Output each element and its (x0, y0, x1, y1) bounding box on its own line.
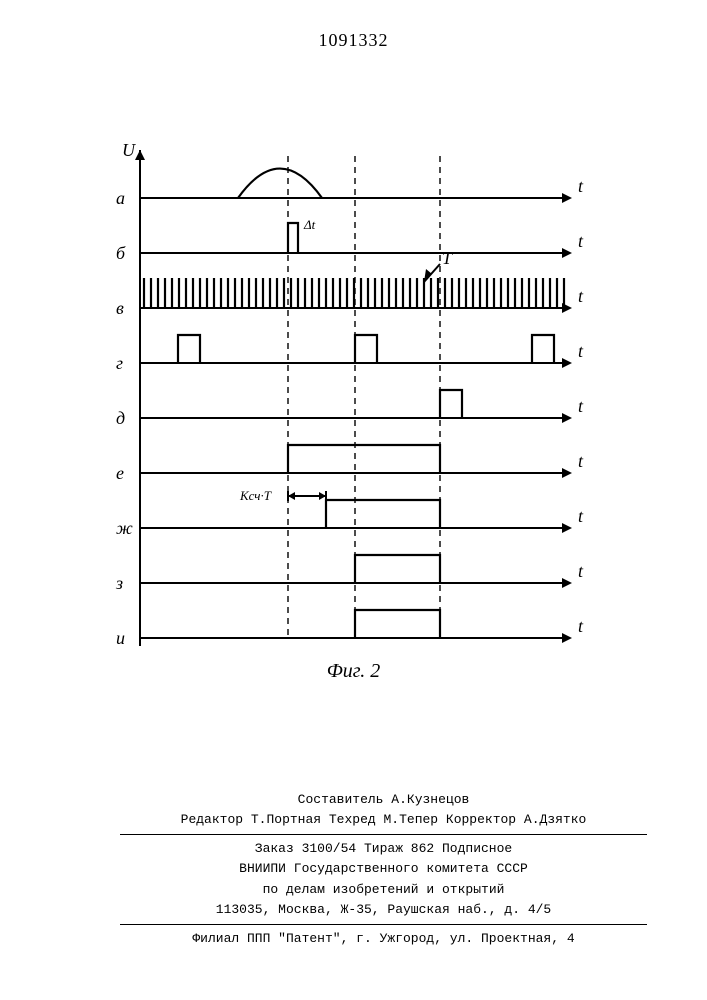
svg-text:а: а (116, 188, 125, 208)
svg-text:е: е (116, 463, 124, 483)
svg-text:Kсч·T: Kсч·T (239, 488, 272, 503)
svg-text:з: з (115, 573, 123, 593)
svg-text:t: t (578, 286, 584, 306)
svg-text:t: t (578, 231, 584, 251)
svg-text:в: в (116, 298, 124, 318)
figure-caption: Фиг. 2 (0, 660, 707, 683)
svg-text:U: U (122, 140, 136, 160)
divider (120, 924, 647, 925)
colophon-line: Редактор Т.Портная Техред М.Тепер Коррек… (120, 810, 647, 830)
svg-text:б: б (116, 243, 126, 263)
svg-text:г: г (116, 353, 123, 373)
svg-text:д: д (116, 408, 125, 428)
colophon-line: 113035, Москва, Ж-35, Раушская наб., д. … (120, 900, 647, 920)
colophon-line: Составитель А.Кузнецов (120, 790, 647, 810)
svg-text:ж: ж (116, 518, 133, 538)
colophon-line: Заказ 3100/54 Тираж 862 Подписное (120, 839, 647, 859)
colophon-line: ВНИИПИ Государственного комитета СССР (120, 859, 647, 879)
svg-text:t: t (578, 451, 584, 471)
svg-text:t: t (578, 396, 584, 416)
svg-text:Δt: Δt (303, 217, 316, 232)
svg-text:t: t (578, 561, 584, 581)
timing-diagram: Ut а t б Δt t в Tt г t д t е t ж Kсч·T t з t и (100, 140, 600, 660)
svg-text:T: T (442, 248, 454, 268)
svg-text:t: t (578, 616, 584, 636)
svg-text:t: t (578, 176, 584, 196)
svg-text:t: t (578, 506, 584, 526)
svg-text:и: и (116, 628, 125, 648)
document-number: 1091332 (0, 30, 707, 51)
colophon-line: по делам изобретений и открытий (120, 880, 647, 900)
colophon-line: Филиал ППП "Патент", г. Ужгород, ул. Про… (120, 929, 647, 949)
colophon-block: Составитель А.Кузнецов Редактор Т.Портна… (120, 790, 647, 949)
svg-text:t: t (578, 341, 584, 361)
divider (120, 834, 647, 835)
